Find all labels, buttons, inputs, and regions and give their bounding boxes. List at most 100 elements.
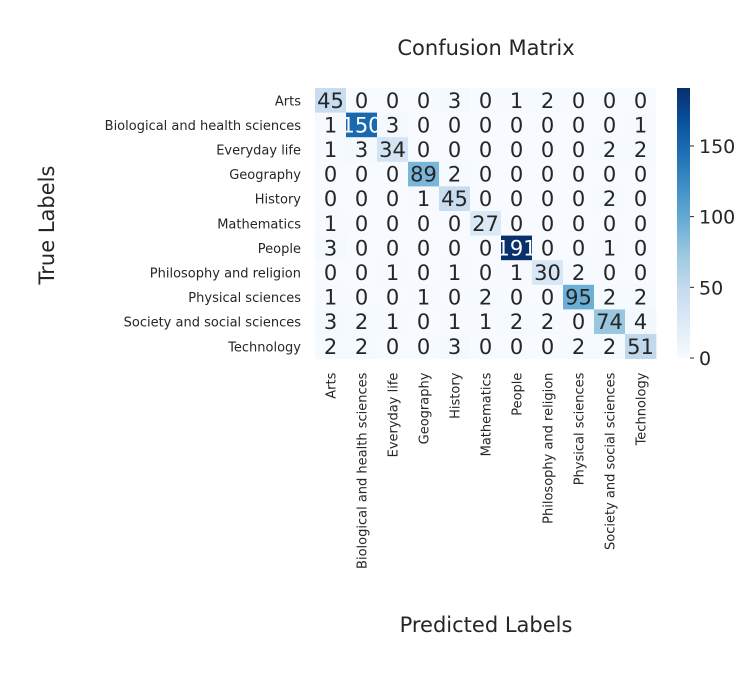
x-tick-label: Physical sciences	[573, 372, 588, 485]
cell-value-label: 2	[603, 138, 616, 162]
cell-value-label: 0	[634, 236, 647, 260]
heatmap-cell	[594, 137, 626, 163]
colorbar-tick-label: 50	[699, 277, 723, 299]
heatmap-cell	[439, 309, 471, 335]
y-axis-title: True Labels	[35, 166, 59, 286]
cell-value-label: 0	[572, 187, 585, 211]
cell-value-label: 2	[572, 335, 585, 359]
heatmap-cell	[408, 112, 440, 138]
cell-value-label: 0	[386, 163, 399, 187]
cell-value-label: 0	[479, 187, 492, 211]
heatmap-cell	[532, 211, 564, 236]
cell-value-label: 0	[603, 212, 616, 236]
heatmap-cell	[532, 260, 564, 286]
cell-value-label: 0	[634, 212, 647, 236]
cell-value-label: 0	[541, 187, 554, 211]
cell-value-label: 0	[355, 236, 368, 260]
heatmap-cell	[439, 284, 471, 310]
cell-value-label: 34	[379, 138, 406, 162]
heatmap-cell	[315, 309, 347, 335]
heatmap-cell	[563, 211, 595, 236]
heatmap-cell	[501, 186, 533, 212]
cell-value-label: 0	[479, 89, 492, 113]
heatmap-cell	[439, 235, 471, 261]
heatmap-cell	[625, 161, 657, 187]
heatmap-cell	[377, 186, 409, 212]
cell-value-label: 191	[496, 236, 536, 260]
heatmap-cell	[408, 88, 440, 113]
heatmap-cell	[315, 284, 347, 310]
cell-value-label: 2	[572, 261, 585, 285]
heatmap-cell	[625, 137, 657, 163]
cell-value-label: 2	[603, 187, 616, 211]
y-tick-label: People	[258, 242, 301, 257]
y-tick-label: History	[255, 193, 302, 208]
heatmap-cell	[501, 211, 533, 236]
heatmap-cell	[408, 260, 440, 286]
heatmap-cell	[408, 235, 440, 261]
heatmap-cell	[439, 211, 471, 236]
cell-value-label: 51	[627, 335, 654, 359]
cell-value-label: 3	[324, 310, 337, 334]
heatmap-cell	[346, 235, 378, 261]
y-tick-label: Philosophy and religion	[150, 267, 301, 282]
heatmap-cell	[594, 260, 626, 286]
cell-value-label: 0	[386, 286, 399, 310]
heatmap-cell	[470, 137, 502, 163]
heatmap-cell	[532, 309, 564, 335]
cell-value-label: 0	[386, 89, 399, 113]
heatmap-cell	[501, 161, 533, 187]
cell-value-label: 0	[541, 212, 554, 236]
cell-value-label: 0	[479, 236, 492, 260]
cell-value-label: 0	[479, 261, 492, 285]
heatmap-cell	[470, 161, 502, 187]
x-tick-label: Everyday life	[387, 373, 402, 458]
cell-value-label: 0	[572, 113, 585, 137]
cell-value-label: 0	[510, 286, 523, 310]
cell-value-label: 0	[324, 261, 337, 285]
cell-value-label: 0	[603, 261, 616, 285]
y-tick-label: Physical sciences	[188, 291, 301, 306]
cell-value-label: 1	[417, 286, 430, 310]
cell-value-label: 1	[324, 212, 337, 236]
cell-value-label: 0	[479, 138, 492, 162]
cell-value-label: 1	[603, 236, 616, 260]
heatmap-cell	[377, 334, 409, 359]
heatmap-cell	[532, 284, 564, 310]
y-tick-labels: Arts Biological and health sciences Everyd…	[105, 94, 302, 355]
heatmap-cell	[501, 260, 533, 286]
cell-value-label: 0	[479, 163, 492, 187]
cell-value-label: 0	[355, 286, 368, 310]
cell-value-label: 0	[417, 310, 430, 334]
cell-value-label: 1	[324, 138, 337, 162]
heatmap-grid: 45 0 0 0 3 0 1 2 0 0 01 150 3 0 0 0 0 0 0 0 11 3 34 0 0 0 0 0 0 2 20 0 0…	[315, 88, 657, 359]
heatmap-cell	[408, 334, 440, 359]
x-tick-label: Society and social sciences	[604, 372, 619, 550]
heatmap-cell	[563, 186, 595, 212]
cell-value-label: 0	[386, 236, 399, 260]
heatmap-cell	[625, 284, 657, 310]
cell-value-label: 0	[417, 212, 430, 236]
cell-value-label: 1	[448, 261, 461, 285]
heatmap-cell	[594, 161, 626, 187]
heatmap-cell	[501, 309, 533, 335]
heatmap-cell	[377, 235, 409, 261]
heatmap-cell	[532, 186, 564, 212]
heatmap-cell	[439, 88, 471, 113]
cell-value-label: 3	[448, 335, 461, 359]
cell-value-label: 3	[386, 113, 399, 137]
cell-value-label: 0	[603, 163, 616, 187]
heatmap-cell	[470, 88, 502, 113]
cell-value-label: 2	[355, 335, 368, 359]
heatmap-cell	[315, 88, 347, 113]
heatmap-cell	[563, 88, 595, 113]
cell-value-label: 1	[510, 89, 523, 113]
cell-value-label: 0	[324, 163, 337, 187]
cell-value-label: 1	[448, 310, 461, 334]
cell-value-label: 1	[386, 310, 399, 334]
cell-value-label: 0	[634, 89, 647, 113]
heatmap-cell	[377, 211, 409, 236]
heatmap-cell	[377, 284, 409, 310]
heatmap-cell	[346, 161, 378, 187]
